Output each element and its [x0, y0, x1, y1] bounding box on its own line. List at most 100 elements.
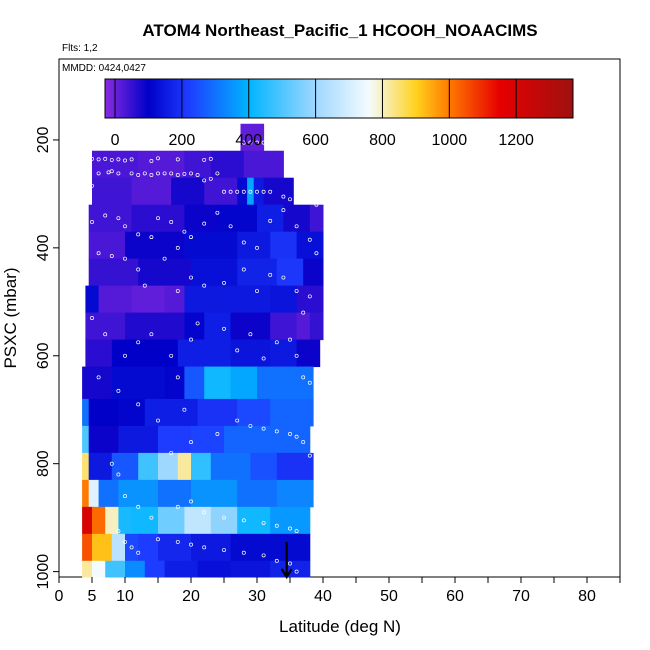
- heatmap-cell: [263, 425, 311, 454]
- heatmap-cell: [224, 425, 265, 454]
- sample-marker: [109, 157, 114, 162]
- sample-marker: [96, 171, 101, 176]
- sample-marker: [261, 189, 266, 194]
- sample-marker: [90, 156, 94, 161]
- heatmap-cell: [92, 150, 139, 179]
- sample-marker: [116, 171, 121, 176]
- heatmap-cell: [237, 258, 278, 287]
- heatmap-cell: [210, 150, 245, 179]
- sample-marker: [222, 189, 226, 194]
- colorbar-bar: [104, 78, 574, 119]
- heatmap-cell: [217, 204, 258, 233]
- sample-marker: [215, 432, 220, 436]
- heatmap-cell: [111, 533, 126, 562]
- x-tick-label: 70: [512, 588, 530, 605]
- heatmap-cell: [164, 366, 185, 400]
- sample-marker: [288, 197, 292, 202]
- sample-marker: [136, 402, 141, 407]
- sample-marker: [288, 561, 292, 566]
- sample-marker: [288, 432, 292, 436]
- sample-marker: [222, 548, 226, 552]
- sample-marker: [261, 356, 266, 361]
- sample-marker: [175, 375, 180, 380]
- heatmap-cell: [296, 231, 324, 260]
- sample-marker: [202, 283, 207, 288]
- heatmap-cell: [138, 479, 159, 508]
- sample-marker: [248, 140, 253, 145]
- heatmap-cell: [82, 479, 90, 508]
- heatmap-cell: [237, 398, 271, 427]
- sample-marker: [268, 272, 273, 277]
- x-tick-label: 0: [55, 588, 64, 605]
- sample-marker: [288, 526, 292, 531]
- sample-marker: [136, 232, 141, 237]
- heatmap-cell: [105, 506, 119, 535]
- sample-marker: [274, 523, 279, 528]
- heatmap-cell: [184, 150, 212, 179]
- sample-marker: [301, 310, 306, 315]
- heatmap-cell: [88, 398, 119, 427]
- heatmap-cell: [230, 339, 271, 368]
- heatmap-cell: [237, 231, 271, 260]
- heatmap-cell: [191, 258, 238, 287]
- x-tick-label: 40: [314, 588, 332, 605]
- sample-marker: [116, 529, 121, 534]
- heatmap-cell: [210, 506, 238, 535]
- sample-marker: [90, 316, 94, 320]
- sample-marker: [241, 140, 246, 145]
- heatmap-cell: [191, 452, 212, 481]
- heatmap-cell: [257, 204, 284, 233]
- sample-marker: [175, 173, 180, 177]
- sample-marker: [149, 235, 154, 240]
- heatmap-cells: [82, 123, 324, 578]
- heatmap-cell: [125, 560, 146, 578]
- colorbar-tick-label: 1000: [432, 132, 468, 149]
- sample-marker: [268, 218, 273, 223]
- heatmap-cell: [111, 366, 166, 400]
- heatmap-cell: [296, 312, 311, 341]
- sample-marker: [235, 348, 240, 353]
- x-tick-label: 10: [116, 588, 134, 605]
- sample-marker: [301, 440, 306, 445]
- heatmap-cell: [138, 150, 185, 179]
- plot-frame: [58, 58, 621, 578]
- sample-marker: [307, 380, 312, 385]
- heatmap-cell: [144, 398, 199, 427]
- heatmap-cell: [92, 533, 113, 562]
- sample-marker: [261, 553, 266, 558]
- heatmap-cell: [270, 285, 298, 314]
- x-axis: 0 5 10 20 30 40 50 60 70 80: [55, 577, 621, 605]
- sample-marker: [248, 189, 253, 194]
- heatmap-cell: [82, 425, 90, 454]
- heatmap-cell: [158, 533, 192, 562]
- sample-marker: [109, 169, 114, 174]
- heatmap-cell: [125, 312, 185, 341]
- sample-marker: [215, 210, 220, 215]
- heatmap-cell: [184, 366, 205, 400]
- sample-marker: [116, 472, 121, 477]
- heatmap-cell: [98, 479, 119, 508]
- heatmap-cell: [177, 452, 192, 481]
- arrow-head: [280, 568, 293, 580]
- sample-marker: [109, 461, 114, 466]
- sample-marker: [307, 453, 312, 458]
- heatmap-cell: [210, 452, 251, 481]
- heatmap-cell: [88, 452, 113, 481]
- sample-marker: [169, 450, 174, 455]
- heatmap-cell: [158, 479, 192, 508]
- heatmap-cell: [197, 560, 232, 578]
- heatmap-cell: [230, 366, 258, 400]
- sample-marker: [136, 340, 141, 345]
- heatmap-cell: [184, 285, 232, 314]
- x-axis-label: Latitude (deg N): [279, 617, 401, 636]
- chart-title: ATOM4 Northeast_Pacific_1 HCOOH_NOAACIMS: [142, 21, 537, 40]
- heatmap-cell: [270, 560, 311, 578]
- heatmap-cell: [88, 479, 100, 508]
- sample-marker: [129, 171, 134, 176]
- x-tick-label: 50: [380, 588, 398, 605]
- sample-marker: [208, 176, 213, 181]
- heatmap-cell: [191, 533, 232, 562]
- sample-marker: [301, 375, 306, 380]
- sample-marker: [281, 275, 286, 280]
- sample-marker: [116, 388, 121, 393]
